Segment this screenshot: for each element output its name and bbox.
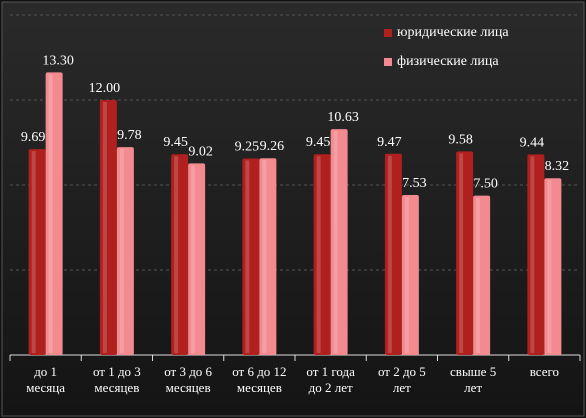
value-label: 9.44	[520, 135, 545, 150]
bar	[384, 153, 402, 355]
value-label: 12.00	[89, 81, 121, 96]
bar-highlight	[404, 196, 409, 353]
bar	[116, 147, 134, 355]
x-tick-label: от 3 до 6 месяцев	[164, 364, 213, 395]
value-label: 9.69	[21, 130, 46, 145]
bar-highlight	[459, 153, 464, 353]
x-tick-label: до 1 месяца	[26, 364, 66, 395]
value-label: 9.78	[117, 128, 142, 143]
bar-highlight	[387, 155, 392, 353]
x-tick-label: от 6 до 12 месяцев	[232, 364, 287, 395]
legend-marker	[384, 58, 392, 66]
value-label: 9.45	[163, 135, 188, 150]
bar	[473, 195, 491, 355]
legend-marker	[384, 29, 392, 37]
bar-highlight	[245, 160, 250, 353]
bar	[330, 129, 348, 355]
value-label: 9.25	[235, 139, 260, 154]
bar-highlight	[102, 102, 107, 353]
bar	[242, 158, 260, 355]
bar	[45, 72, 63, 355]
bar-highlight	[31, 151, 36, 353]
x-tick-label: всего	[529, 364, 560, 379]
bar-highlight	[333, 131, 338, 353]
bar-highlight	[530, 156, 535, 353]
value-label: 9.47	[377, 135, 402, 150]
bar-highlight	[316, 156, 321, 353]
legend-label: физические лица	[397, 54, 499, 69]
bar	[313, 154, 331, 355]
value-label: 13.30	[42, 53, 74, 68]
x-tick-label: от 1 года до 2 лет	[306, 364, 355, 395]
x-tick-label: свыше 5 лет	[450, 364, 497, 395]
value-label: 7.53	[402, 176, 427, 191]
x-tick-label: от 2 до 5 лет	[377, 364, 426, 395]
value-label: 8.32	[545, 159, 570, 174]
bar-highlight	[262, 160, 267, 353]
bar	[99, 100, 117, 355]
bar-highlight	[191, 165, 196, 353]
value-label: 9.45	[306, 135, 331, 150]
bar	[527, 154, 545, 355]
bar-highlight	[48, 74, 53, 353]
bar-highlight	[476, 197, 481, 353]
value-label: 7.50	[473, 177, 498, 192]
bar-highlight	[547, 180, 552, 353]
bar	[456, 151, 474, 355]
value-label: 10.63	[327, 110, 359, 125]
value-label: 9.26	[260, 139, 285, 154]
bar-highlight	[119, 149, 124, 353]
bar-highlight	[174, 156, 179, 353]
bar	[188, 163, 206, 355]
x-tick-label: от 1 до 3 месяцев	[92, 364, 141, 395]
bar	[171, 154, 189, 355]
bar	[544, 178, 562, 355]
legend-label: юридические лица	[397, 25, 509, 40]
value-label: 9.02	[188, 144, 213, 159]
bar	[259, 158, 277, 355]
bar	[28, 149, 46, 355]
bar	[401, 194, 419, 355]
value-label: 9.58	[448, 132, 473, 147]
